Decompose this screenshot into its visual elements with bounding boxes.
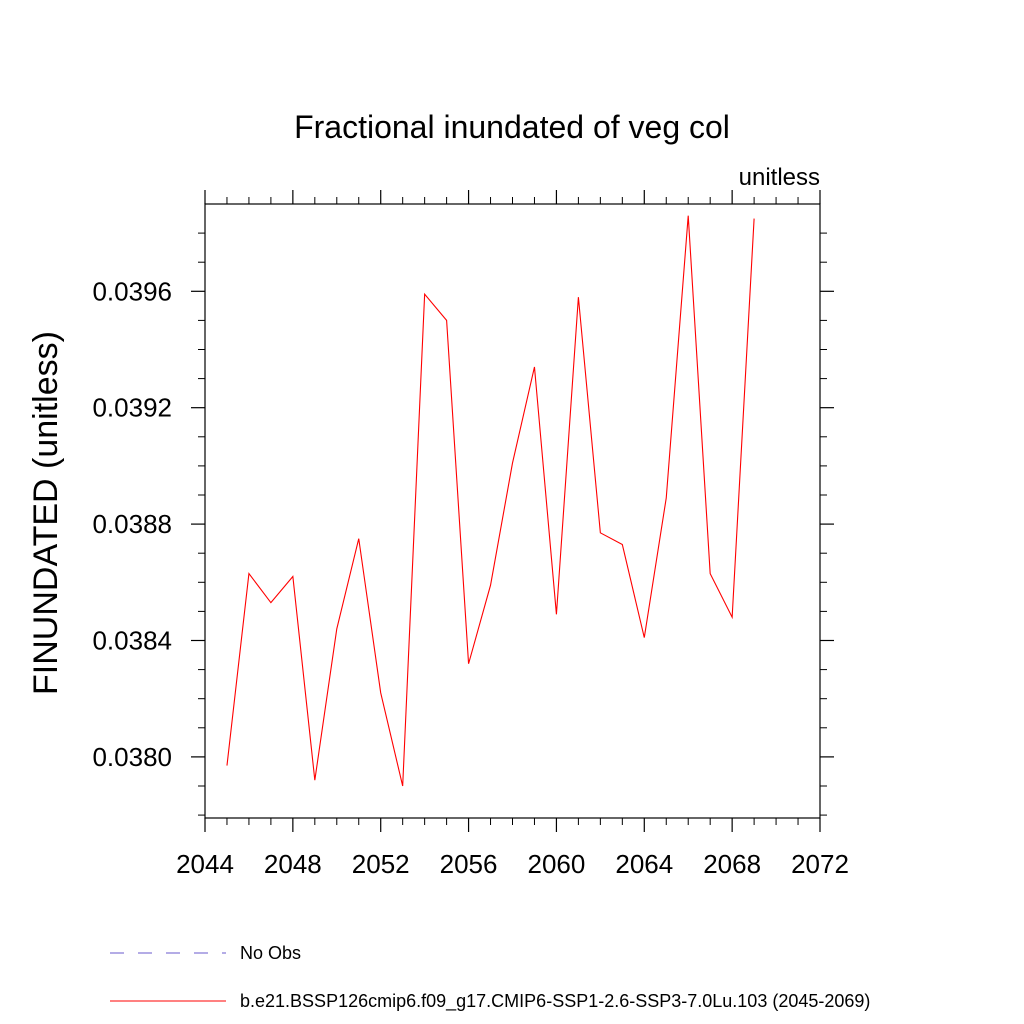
y-axis-label: FINUNDATED (unitless) bbox=[27, 331, 65, 695]
chart-title: Fractional inundated of veg col bbox=[294, 109, 730, 145]
legend-label-1: b.e21.BSSP126cmip6.f09_g17.CMIP6-SSP1-2.… bbox=[240, 991, 870, 1012]
legend: No Obs b.e21.BSSP126cmip6.f09_g17.CMIP6-S… bbox=[110, 943, 870, 1012]
legend-label-0: No Obs bbox=[240, 943, 301, 963]
x-tick-label: 2044 bbox=[176, 849, 234, 879]
x-tick-label: 2064 bbox=[615, 849, 673, 879]
x-tick-label: 2060 bbox=[528, 849, 586, 879]
y-tick-label: 0.0384 bbox=[92, 625, 172, 655]
x-tick-label: 2056 bbox=[440, 849, 498, 879]
tick-labels: 2044 2048 2052 2056 2060 2064 2068 2072 0.0380 0.… bbox=[92, 276, 848, 879]
plot-frame bbox=[204, 203, 821, 819]
y-tick-label: 0.0388 bbox=[92, 509, 172, 539]
series-line-1 bbox=[226, 215, 755, 787]
x-tick-label: 2052 bbox=[352, 849, 410, 879]
axis-ticks bbox=[191, 190, 834, 832]
series-lines bbox=[226, 215, 755, 787]
y-tick-label: 0.0380 bbox=[92, 742, 172, 772]
x-tick-label: 2072 bbox=[791, 849, 849, 879]
x-tick-label: 2068 bbox=[703, 849, 761, 879]
units-label: unitless bbox=[739, 164, 820, 191]
y-tick-label: 0.0392 bbox=[92, 393, 172, 423]
x-tick-label: 2048 bbox=[264, 849, 322, 879]
y-tick-label: 0.0396 bbox=[92, 276, 172, 306]
